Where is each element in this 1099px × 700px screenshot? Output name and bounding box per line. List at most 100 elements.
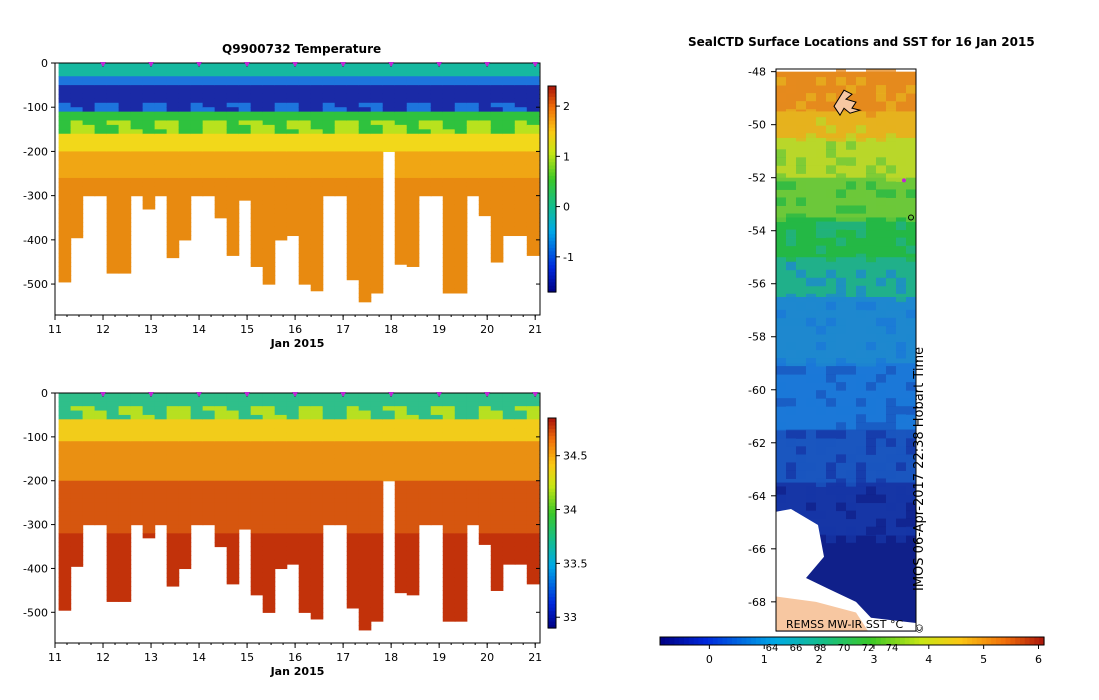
profile-cell [490, 226, 504, 232]
profile-cell [214, 67, 228, 73]
profile-cell [370, 476, 384, 482]
profile-cell [358, 463, 372, 469]
x-tick-label: 11 [48, 323, 62, 336]
sst-texture [846, 542, 856, 552]
sst-colorbar-swatch [1039, 637, 1045, 645]
profile-cell [418, 493, 432, 499]
profile-cell [142, 89, 156, 95]
profile-cell [454, 279, 468, 285]
profile-cell [262, 572, 276, 578]
profile-marker [388, 392, 395, 397]
profile-cell [106, 244, 120, 250]
profile-cell [478, 458, 492, 464]
sst-texture [886, 269, 896, 279]
profile-cell [58, 71, 72, 77]
profile-cell [214, 89, 228, 95]
sst-texture [876, 229, 886, 239]
profile-cell [358, 292, 372, 298]
profile-cell [202, 111, 216, 117]
profile-cell [142, 93, 156, 99]
profile-cell [262, 270, 276, 276]
profile-cell [334, 480, 348, 486]
profile-cell [430, 191, 444, 197]
profile-cell [118, 120, 132, 126]
sst-texture [846, 237, 856, 247]
profile-cell [226, 507, 240, 513]
profile-cell [226, 182, 240, 188]
profile-cell [82, 155, 96, 161]
profile-cell [502, 186, 516, 192]
sst-colorbar-swatch [751, 637, 757, 645]
profile-cell [118, 116, 132, 122]
profile-cell [226, 463, 240, 469]
profile-cell [526, 401, 540, 407]
profile-cell [490, 577, 504, 583]
profile-cell [262, 585, 276, 591]
sst-texture [866, 430, 876, 439]
profile-cell [274, 213, 288, 219]
sst-texture [816, 277, 826, 287]
profile-cell [250, 213, 264, 219]
profile-cell [70, 502, 84, 508]
profile-cell [262, 217, 276, 223]
profile-cell [154, 102, 168, 108]
profile-cell [322, 423, 336, 429]
profile-cell [310, 151, 324, 157]
profile-cell [358, 507, 372, 513]
profile-cell [394, 235, 408, 241]
sst-texture [826, 301, 836, 311]
profile-cell [454, 133, 468, 139]
profile-cell [442, 182, 456, 188]
profile-cell [226, 169, 240, 175]
profile-cell [358, 71, 372, 77]
colorbar-swatch [548, 614, 556, 619]
profile-cell [502, 414, 516, 420]
sst-texture [886, 502, 896, 512]
profile-cell [406, 213, 420, 219]
colorbar-swatch [548, 140, 556, 145]
sst-colorbar-swatch [765, 637, 771, 645]
profile-cell [106, 432, 120, 438]
profile-cell [262, 248, 276, 254]
profile-cell [262, 102, 276, 108]
profile-cell [190, 89, 204, 95]
profile-cell [370, 257, 384, 263]
profile-cell [442, 463, 456, 469]
profile-cell [358, 284, 372, 290]
copyright-symbol: © [913, 623, 926, 634]
profile-cell [298, 546, 312, 552]
profile-cell [250, 191, 264, 197]
profile-cell [142, 186, 156, 192]
profile-cell [178, 98, 192, 104]
profile-cell [250, 147, 264, 153]
sst-colorbar-swatch [736, 637, 743, 645]
profile-cell [58, 231, 72, 237]
profile-cell [286, 138, 300, 144]
profile-cell [478, 485, 492, 491]
profile-cell [70, 138, 84, 144]
profile-cell [526, 173, 540, 179]
profile-cell [214, 164, 228, 170]
profile-cell [106, 173, 120, 179]
colorbar-swatch [548, 274, 556, 279]
profile-cell [334, 80, 348, 86]
profile-cell [58, 480, 72, 486]
profile-cell [370, 253, 384, 259]
profile-cell [190, 191, 204, 197]
sst-colorbar-swatch [924, 637, 930, 645]
colorbar-swatch [548, 96, 556, 101]
profile-cell [58, 80, 72, 86]
profile-cell [394, 432, 408, 438]
profile-cell [526, 186, 540, 192]
profile-cell [502, 480, 516, 486]
profile-cell [310, 231, 324, 237]
profile-cell [70, 533, 84, 539]
profile-cell [106, 555, 120, 561]
profile-cell [358, 625, 372, 631]
profile-cell [166, 507, 180, 513]
profile-cell [250, 463, 264, 469]
profile-cell [250, 436, 264, 442]
profile-cell [118, 222, 132, 228]
profile-cell [142, 489, 156, 495]
